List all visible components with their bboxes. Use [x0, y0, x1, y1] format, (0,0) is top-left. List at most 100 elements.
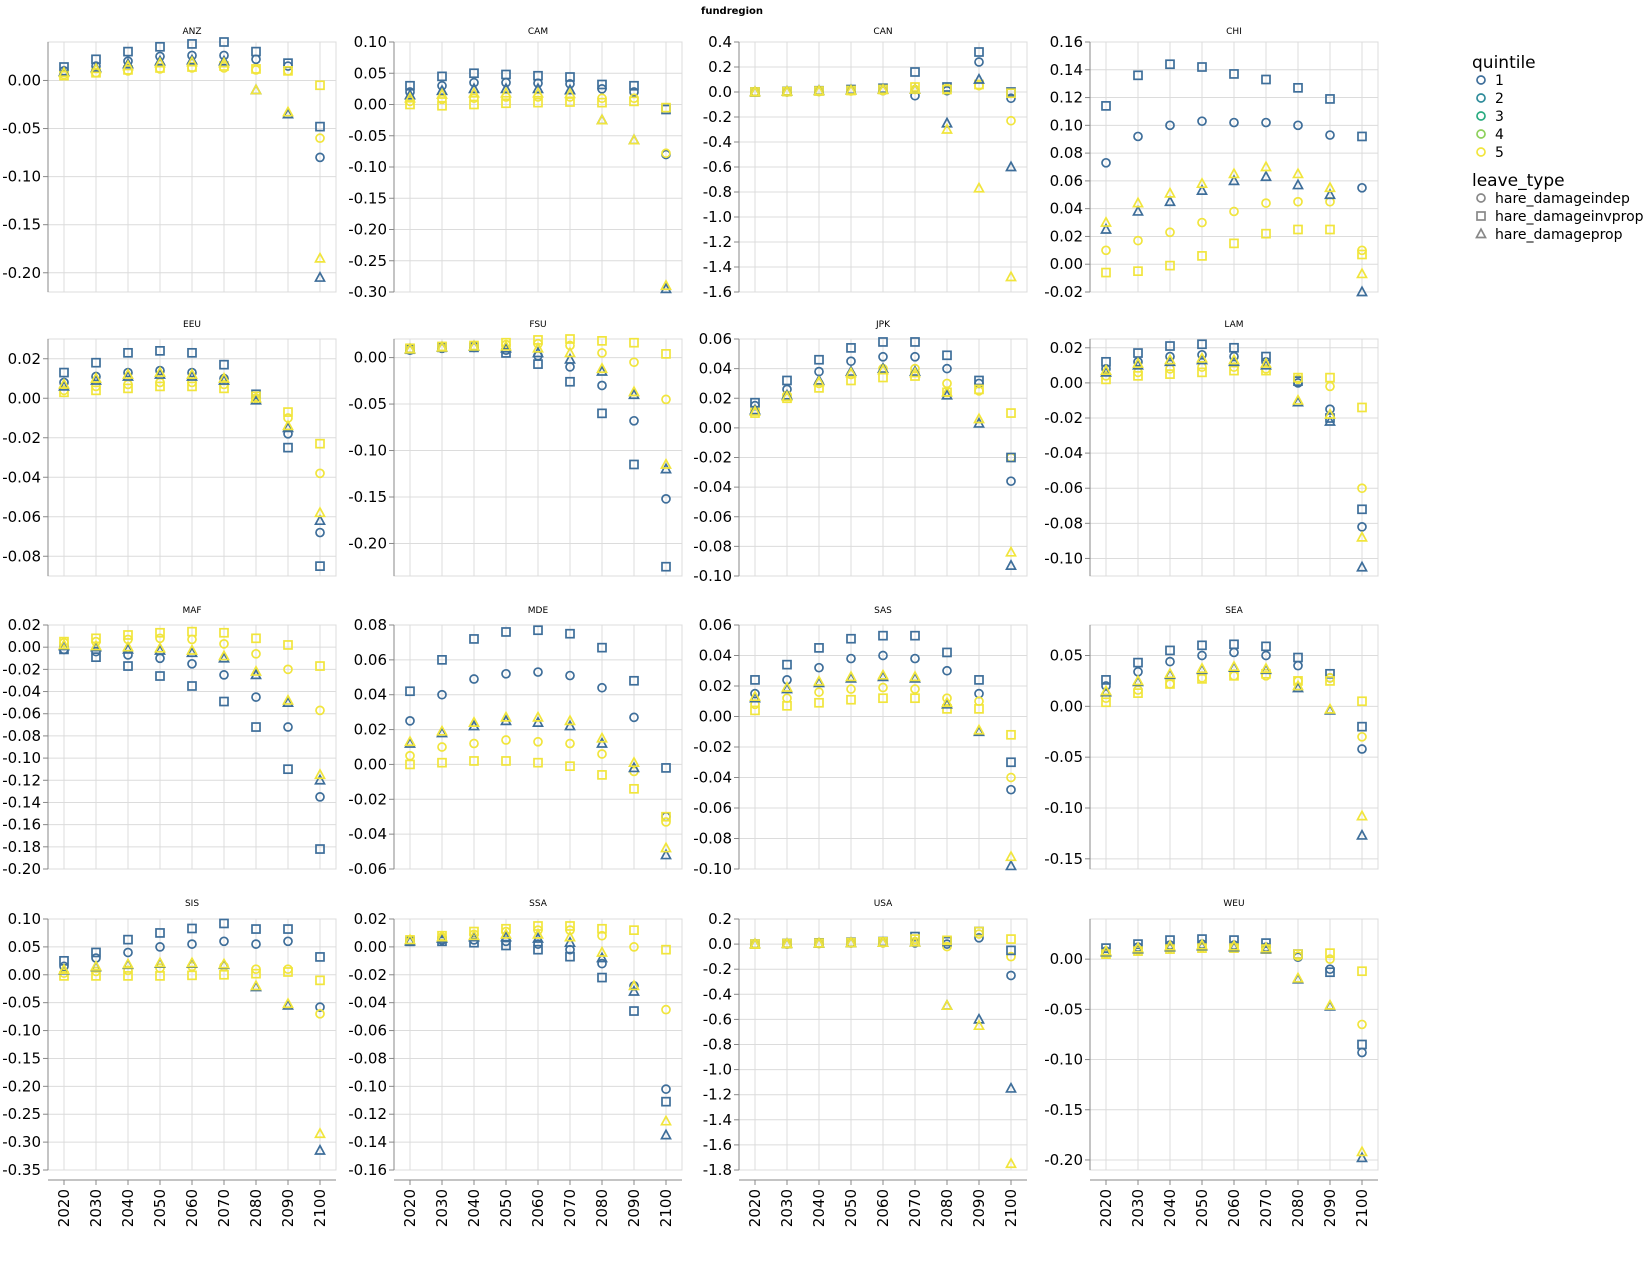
- data-point: [123, 347, 133, 358]
- data-point: [1006, 934, 1016, 944]
- data-point: [1357, 966, 1367, 977]
- y-tick-label: -0.30: [2, 1133, 41, 1151]
- data-point: [565, 376, 575, 387]
- y-tick-label: 0.02: [699, 389, 732, 407]
- y-tick-label: -0.10: [348, 442, 387, 460]
- data-point: [532, 341, 544, 353]
- legend-quintile-symbol: [1476, 147, 1486, 157]
- x-tick-label: 2040: [119, 1189, 137, 1227]
- y-tick-label: 0.00: [354, 938, 387, 956]
- data-point: [628, 984, 640, 996]
- data-point: [973, 181, 985, 193]
- data-point: [468, 82, 480, 94]
- data-point: [437, 94, 447, 105]
- panel-title: FSU: [529, 320, 546, 330]
- y-tick-label: -0.08: [348, 1049, 387, 1067]
- data-point: [405, 759, 415, 770]
- data-point: [1325, 224, 1335, 235]
- data-point: [91, 646, 101, 657]
- y-tick-label: 0.06: [699, 616, 732, 634]
- data-point: [1100, 215, 1112, 227]
- data-point: [1260, 356, 1272, 368]
- data-point: [283, 65, 293, 76]
- data-point: [90, 371, 102, 383]
- data-point: [1357, 402, 1367, 413]
- data-point: [660, 282, 672, 294]
- data-point: [404, 735, 416, 747]
- data-point: [1356, 809, 1368, 821]
- data-point: [186, 55, 198, 67]
- data-point: [123, 46, 133, 57]
- data-point: [282, 419, 294, 431]
- panel-title: SEA: [1225, 606, 1243, 616]
- legend-quintile-symbol: [1476, 111, 1486, 121]
- data-point: [1196, 177, 1208, 189]
- data-point: [59, 971, 69, 981]
- y-tick-label: -1.8: [703, 1161, 732, 1179]
- data-point: [218, 649, 230, 661]
- y-tick-label: 0.02: [1050, 339, 1083, 357]
- data-point: [436, 724, 448, 736]
- data-point: [1133, 70, 1143, 81]
- legend-type-title: leave_type: [1472, 171, 1565, 191]
- data-point: [629, 783, 639, 794]
- data-point: [533, 625, 543, 636]
- data-point: [501, 756, 511, 766]
- data-point: [749, 404, 761, 416]
- data-point: [219, 639, 229, 649]
- y-tick-label: 0.06: [354, 651, 387, 669]
- data-point: [1325, 954, 1335, 965]
- y-tick-label: -0.10: [348, 1077, 387, 1095]
- data-point: [154, 643, 166, 655]
- y-tick-label: -0.04: [348, 825, 387, 843]
- data-point: [91, 947, 101, 958]
- panel-sea: 0.05 0.00 -0.05 -0.10 -0.15 SEA: [1044, 606, 1379, 870]
- y-tick-label: -0.02: [348, 966, 387, 984]
- data-point: [661, 763, 671, 773]
- y-tick-label: -0.2: [703, 108, 732, 126]
- y-tick-label: -0.08: [693, 537, 732, 555]
- y-tick-label: -0.20: [2, 860, 41, 878]
- y-tick-label: -1.6: [703, 283, 732, 301]
- data-point: [1261, 650, 1271, 661]
- data-point: [1165, 341, 1175, 351]
- data-point: [123, 947, 133, 958]
- data-point: [1197, 650, 1207, 661]
- data-point: [59, 367, 69, 378]
- y-tick-label: 0.00: [354, 349, 387, 367]
- y-tick-label: 0.04: [699, 360, 732, 378]
- data-point: [187, 39, 197, 49]
- x-tick-label: 2040: [810, 1189, 828, 1227]
- data-point: [813, 936, 825, 948]
- panel-mde: 0.08 0.06 0.04 0.02 0.00 -0.02 -0.04 -0.06 MDE: [348, 606, 683, 878]
- data-point: [660, 848, 672, 860]
- x-tick-label: 2080: [1289, 1189, 1307, 1227]
- data-point: [405, 686, 415, 697]
- panel-sis: 0.10 0.05 0.00 -0.05 -0.10 -0.15 -0.20 -0.25 -0.…: [2, 899, 337, 1227]
- y-tick-label: -0.25: [2, 1105, 41, 1123]
- x-tick-label: 2030: [778, 1189, 796, 1227]
- data-point: [500, 930, 512, 942]
- data-point: [596, 364, 608, 376]
- y-tick-label: -0.15: [348, 189, 387, 207]
- data-point: [155, 381, 165, 392]
- data-point: [436, 930, 448, 942]
- data-point: [1006, 784, 1016, 795]
- y-tick-label: -0.15: [2, 216, 41, 234]
- data-point: [974, 47, 984, 57]
- data-point: [1357, 182, 1367, 193]
- y-tick-label: -1.2: [703, 1086, 732, 1104]
- data-point: [501, 627, 511, 637]
- data-point: [1357, 504, 1367, 515]
- y-tick-label: -0.2: [703, 960, 732, 978]
- data-point: [1228, 660, 1240, 672]
- y-tick-label: -0.20: [348, 534, 387, 552]
- data-point: [500, 341, 512, 353]
- data-point: [282, 997, 294, 1009]
- data-point: [1132, 356, 1144, 368]
- data-point: [1357, 249, 1367, 260]
- data-point: [565, 761, 575, 772]
- y-tick-label: -0.06: [693, 508, 732, 526]
- data-point: [1357, 483, 1367, 494]
- panel-title: JPK: [875, 320, 891, 330]
